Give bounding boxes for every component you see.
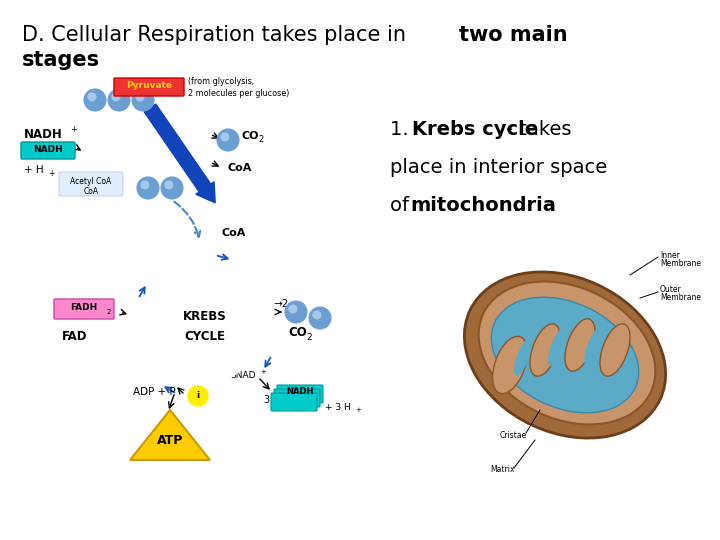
Circle shape: [313, 311, 321, 319]
Text: Membrane: Membrane: [660, 294, 701, 302]
Text: Pyruvate: Pyruvate: [126, 82, 172, 91]
Circle shape: [221, 133, 229, 141]
Text: CYCLE: CYCLE: [184, 330, 225, 343]
Text: 2: 2: [306, 334, 312, 342]
Text: + 3 H: + 3 H: [325, 402, 351, 411]
FancyBboxPatch shape: [54, 299, 114, 319]
Circle shape: [165, 181, 173, 189]
Text: i: i: [197, 390, 199, 400]
Text: Membrane: Membrane: [660, 259, 701, 267]
Text: 1.: 1.: [390, 120, 415, 139]
Text: 2: 2: [258, 136, 264, 145]
Circle shape: [149, 271, 261, 383]
Circle shape: [84, 89, 106, 111]
Text: ADP + P: ADP + P: [133, 387, 176, 397]
Text: CO: CO: [288, 327, 307, 340]
Text: CO: CO: [242, 131, 259, 141]
Text: 2: 2: [107, 309, 112, 315]
Text: Outer: Outer: [660, 286, 682, 294]
Ellipse shape: [600, 324, 630, 376]
Text: - takes: - takes: [506, 120, 572, 139]
Ellipse shape: [492, 336, 528, 394]
FancyArrow shape: [144, 104, 215, 203]
Ellipse shape: [584, 328, 602, 366]
Circle shape: [137, 177, 159, 199]
Circle shape: [112, 93, 120, 101]
FancyBboxPatch shape: [271, 393, 317, 411]
Circle shape: [188, 386, 208, 406]
Text: 3: 3: [263, 395, 269, 405]
Text: 2 molecules per glucose): 2 molecules per glucose): [188, 89, 289, 98]
Text: place in interior space: place in interior space: [390, 158, 607, 177]
Text: Inner: Inner: [660, 251, 680, 260]
Text: Acetyl CoA: Acetyl CoA: [71, 178, 112, 186]
Text: FAD: FAD: [62, 329, 88, 342]
Text: KREBS: KREBS: [183, 310, 227, 323]
Ellipse shape: [491, 297, 639, 413]
FancyBboxPatch shape: [59, 172, 123, 196]
Text: (from glycolysis,: (from glycolysis,: [188, 78, 254, 86]
Ellipse shape: [464, 272, 666, 438]
Text: two main: two main: [459, 25, 567, 45]
Text: CoA: CoA: [228, 163, 253, 173]
Circle shape: [88, 93, 96, 101]
Text: +: +: [355, 407, 361, 413]
Circle shape: [132, 89, 154, 111]
Text: ATP: ATP: [157, 434, 183, 447]
Ellipse shape: [548, 328, 566, 366]
FancyBboxPatch shape: [277, 385, 323, 403]
Text: Cristae: Cristae: [500, 430, 527, 440]
Text: NADH: NADH: [287, 388, 314, 396]
Ellipse shape: [514, 338, 532, 376]
Text: FADH: FADH: [71, 303, 98, 313]
Text: of: of: [390, 196, 415, 215]
Text: →2: →2: [273, 299, 289, 309]
Text: +: +: [48, 168, 55, 178]
Circle shape: [285, 301, 307, 323]
Circle shape: [309, 307, 331, 329]
Text: NADH: NADH: [24, 129, 63, 141]
Text: + H: + H: [24, 165, 44, 175]
FancyBboxPatch shape: [114, 78, 184, 96]
Text: CoA: CoA: [222, 228, 246, 238]
Circle shape: [108, 89, 130, 111]
Ellipse shape: [479, 281, 655, 424]
Text: stages: stages: [22, 50, 100, 70]
Polygon shape: [130, 410, 210, 460]
FancyBboxPatch shape: [274, 389, 320, 407]
Circle shape: [136, 93, 144, 101]
Circle shape: [141, 181, 149, 189]
Text: Krebs cycle: Krebs cycle: [412, 120, 538, 139]
Text: +: +: [260, 369, 266, 375]
Text: .: .: [513, 196, 519, 215]
Ellipse shape: [530, 324, 560, 376]
Circle shape: [289, 305, 297, 313]
Circle shape: [161, 177, 183, 199]
Circle shape: [217, 129, 239, 151]
Text: 3NAD: 3NAD: [230, 370, 256, 380]
Text: NADH: NADH: [33, 145, 63, 154]
Text: CoA: CoA: [84, 186, 99, 195]
Text: mitochondria: mitochondria: [410, 196, 556, 215]
Ellipse shape: [565, 319, 595, 371]
Text: Matrix: Matrix: [490, 465, 515, 475]
Text: +: +: [70, 125, 77, 134]
Text: D. Cellular Respiration takes place in: D. Cellular Respiration takes place in: [22, 25, 413, 45]
FancyBboxPatch shape: [21, 142, 75, 159]
